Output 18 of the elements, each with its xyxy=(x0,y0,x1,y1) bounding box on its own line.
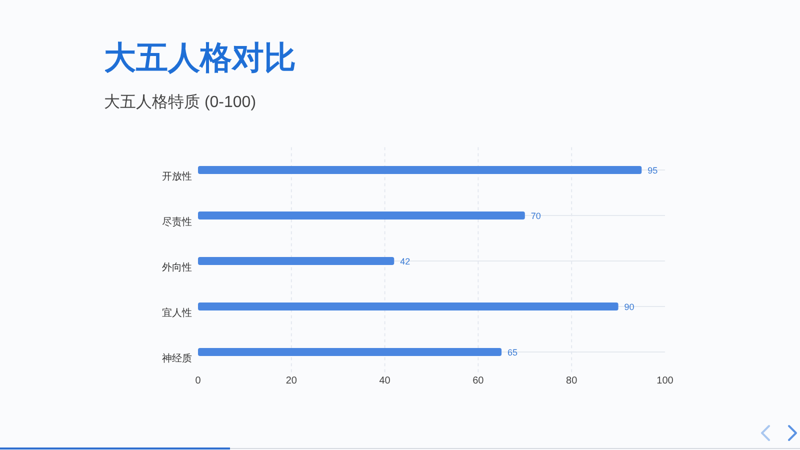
x-tick: 100 xyxy=(656,375,674,386)
subtitle: 大五人格特质 (0-100) xyxy=(104,94,256,112)
data-label: 70 xyxy=(530,210,541,221)
category: 尽责性 xyxy=(162,217,192,228)
x-tick: 20 xyxy=(286,375,297,386)
category: 外向性 xyxy=(162,262,192,274)
category: 神经质 xyxy=(162,354,192,365)
data-label: 90 xyxy=(624,302,634,312)
data-label: 42 xyxy=(400,256,410,266)
title: 大五人格对比 xyxy=(104,39,296,76)
data-label: 65 xyxy=(508,347,518,358)
x-tick: 60 xyxy=(472,375,484,386)
x-tick: 0 xyxy=(195,375,201,386)
category: 开放性 xyxy=(162,172,192,183)
x-tick: 40 xyxy=(379,375,390,386)
category: 宜人性 xyxy=(162,308,192,320)
data-label: 95 xyxy=(648,165,658,176)
x-tick: 80 xyxy=(566,375,578,386)
